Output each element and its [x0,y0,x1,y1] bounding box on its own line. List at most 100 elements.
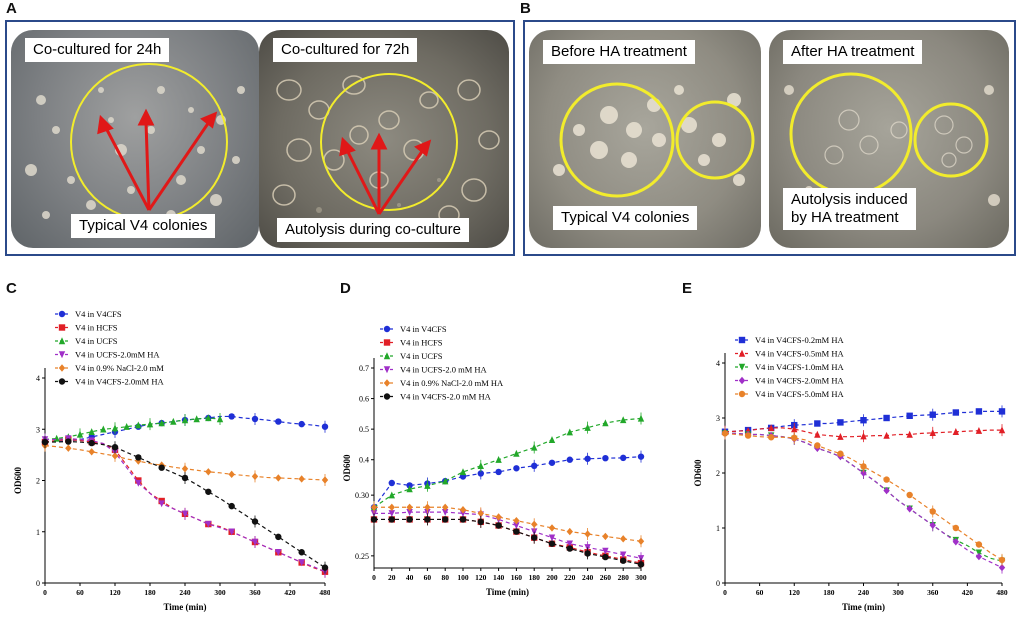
data-point [602,532,609,541]
data-point [205,468,212,476]
data-point [837,450,844,457]
series-v4-in-ucfs [41,413,224,446]
data-point [860,469,867,477]
data-point [406,508,413,516]
y-tick-label: 2 [716,469,720,478]
y-tick-label: 4 [716,359,720,368]
data-point [637,561,645,568]
x-tick-label: 480 [319,588,330,597]
y-tick-label: 0.5 [359,425,369,434]
data-point [65,444,72,452]
data-point [767,434,775,441]
panel-label-b: B [520,0,531,17]
x-tick-label: 120 [475,573,487,582]
data-point [111,443,119,451]
legend-label: V4 in V4CFS-2.0 mM HA [400,392,492,402]
data-point [388,503,395,511]
x-tick-label: 120 [789,588,801,597]
legend-label: V4 in UCFS-2.0mM HA [75,350,160,360]
legend-marker [383,393,391,400]
data-point [637,537,645,545]
data-point [860,417,867,424]
legend-label: V4 in V4CFS [400,324,447,334]
data-point [88,428,95,436]
data-point [814,420,821,427]
y-tick-label: 0.30 [355,491,369,500]
data-point [135,421,142,429]
data-point [275,533,282,541]
data-point [531,520,538,528]
data-point [205,414,212,422]
legend-marker [58,364,66,372]
data-point [321,564,329,571]
data-point [321,476,329,484]
data-point [566,527,573,536]
legend-label: V4 in 0.9% NaCl-2.0 mM [75,363,164,373]
series-line [45,437,326,573]
data-point [860,432,867,440]
data-point [193,415,200,423]
data-point [791,434,798,441]
x-tick-label: 0 [43,588,47,597]
data-point [906,430,913,438]
data-point [298,475,305,483]
caption-24h-bottom: Typical V4 colonies [71,214,216,238]
data-point [388,510,395,518]
data-point [998,563,1006,572]
highlight-circle [789,72,913,196]
data-point [406,516,413,523]
x-tick-label: 480 [996,588,1008,597]
x-axis-label: Time (min) [486,587,529,597]
data-point [298,549,305,556]
x-tick-label: 420 [284,588,296,597]
data-point [975,541,983,548]
x-tick-label: 180 [823,588,835,597]
highlight-circle-small [913,102,989,178]
data-point [602,454,609,462]
data-point [975,408,983,415]
series-v4-in-0-9-nacl-2-0-mm-ha [370,501,645,548]
legend-marker [58,337,66,345]
caption-72h-top: Co-cultured for 72h [273,38,418,62]
x-tick-label: 300 [214,588,226,597]
x-tick-label: 60 [76,588,84,597]
x-tick-label: 300 [635,573,647,582]
data-point [602,553,609,561]
data-point [998,426,1006,434]
y-axis-label: OD600 [342,454,352,482]
series-line [373,456,642,508]
data-point [791,425,798,433]
series-line [725,432,1003,569]
legend-marker [738,363,746,371]
data-point [952,538,960,546]
y-tick-label: 1 [36,528,40,537]
x-tick-label: 180 [529,573,541,582]
caption-24h-top: Co-cultured for 24h [25,38,170,62]
x-tick-label: 20 [388,573,396,582]
x-tick-label: 180 [144,588,156,597]
legend-marker [383,352,391,360]
data-point [883,476,890,483]
data-point [477,462,484,470]
legend-label: V4 in V4CFS-1.0mM HA [755,362,844,372]
panel-b-frame: Before HA treatment Typical V4 colonies … [523,20,1016,256]
data-point [181,465,189,473]
caption-before-bottom: Typical V4 colonies [553,206,698,230]
data-point [566,545,573,552]
data-point [406,503,413,511]
legend-marker [58,310,66,318]
data-point [65,438,72,445]
arrows [97,108,218,211]
data-point [205,520,212,528]
data-point [929,508,936,515]
legend-label: V4 in V4CFS-5.0mM HA [755,389,844,399]
series-v4-in-ucfs [370,412,645,514]
data-point [814,430,821,438]
data-point [952,428,960,435]
y-tick-label: 0.6 [359,395,369,404]
caption-after-bottom: Autolysis induced by HA treatment [783,188,916,230]
data-point [100,425,107,433]
data-point [275,549,282,556]
data-point [602,419,609,427]
data-point [251,472,259,481]
